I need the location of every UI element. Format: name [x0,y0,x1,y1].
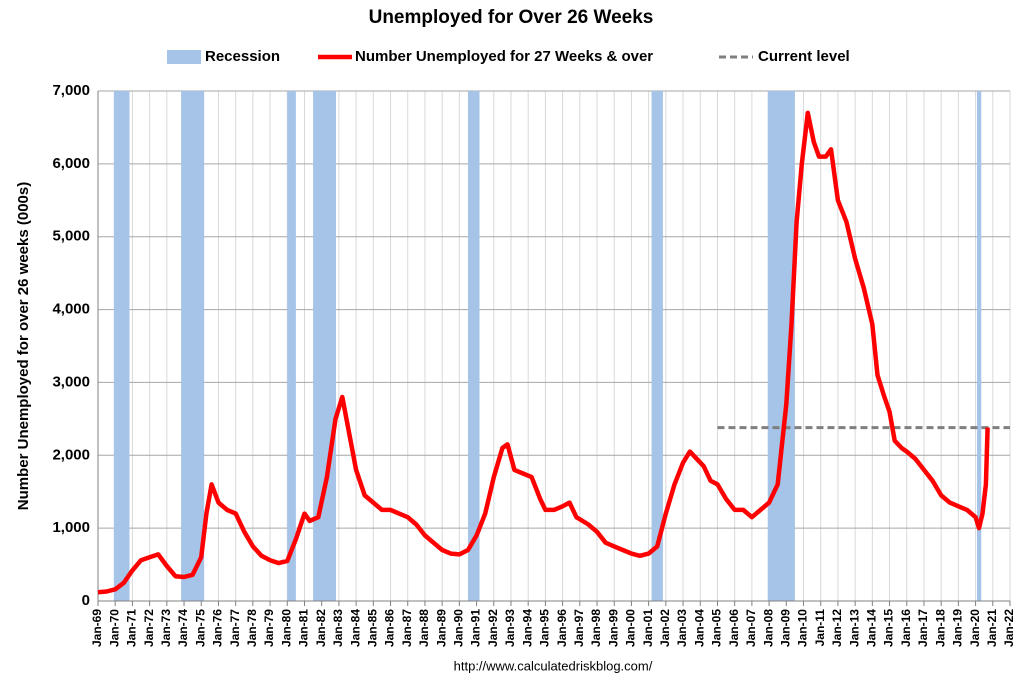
recession-band [181,91,205,601]
x-tick-label: Jan-76 [211,609,225,647]
recession-band [651,91,663,601]
x-tick-label: Jan-81 [297,609,311,647]
x-tick-label: Jan-05 [710,609,724,647]
recession-band [976,91,982,601]
y-tick-label: 5,000 [52,228,90,245]
y-tick-label: 4,000 [52,301,90,318]
x-tick-label: Jan-21 [985,609,999,647]
x-tick-label: Jan-92 [486,609,500,647]
x-tick-label: Jan-11 [813,609,827,647]
x-tick-label: Jan-09 [778,609,792,647]
x-tick-label: Jan-17 [916,609,930,647]
source: http://www.calculatedriskblog.com/ [454,658,653,673]
x-tick-label: Jan-95 [538,609,552,647]
x-tick-label: Jan-90 [452,609,466,647]
x-tick-label: Jan-84 [348,609,362,647]
x-tick-label: Jan-89 [434,609,448,647]
x-tick-label: Jan-97 [572,609,586,647]
y-tick-label: 6,000 [52,155,90,172]
x-tick-label: Jan-69 [90,609,104,647]
x-tick-label: Jan-02 [658,609,672,647]
x-tick-label: Jan-06 [727,609,741,647]
x-tick-label: Jan-13 [847,609,861,647]
legend-label: Current level [758,48,850,65]
x-tick-label: Jan-96 [555,609,569,647]
x-tick-label: Jan-80 [279,609,293,647]
x-tick-label: Jan-85 [365,609,379,647]
x-tick-label: Jan-08 [761,609,775,647]
x-tick-label: Jan-12 [830,609,844,647]
x-tick-label: Jan-01 [641,609,655,647]
x-tick-label: Jan-91 [469,609,483,647]
x-tick-label: Jan-82 [314,609,328,647]
y-tick-label: 0 [82,592,90,609]
legend-swatch [167,50,201,64]
x-tick-label: Jan-88 [417,609,431,647]
x-tick-label: Jan-94 [520,609,534,647]
x-tick-label: Jan-14 [865,609,879,647]
recession-band [313,91,336,601]
x-tick-label: Jan-20 [968,609,982,647]
x-tick-label: Jan-93 [503,609,517,647]
x-tick-label: Jan-71 [125,609,139,647]
series-line [97,110,990,595]
x-tick-label: Jan-86 [383,609,397,647]
x-tick-label: Jan-77 [228,609,242,647]
legend-label: Recession [205,48,280,65]
x-tick-label: Jan-10 [796,609,810,647]
x-tick-label: Jan-99 [606,609,620,647]
x-tick-label: Jan-87 [400,609,414,647]
recession-band [113,91,130,601]
y-tick-label: 1,000 [52,519,90,536]
legend-label: Number Unemployed for 27 Weeks & over [355,48,653,65]
x-tick-label: Jan-00 [624,609,638,647]
x-tick-label: Jan-83 [331,609,345,647]
x-tick-label: Jan-07 [744,609,758,647]
x-tick-label: Jan-79 [262,609,276,647]
y-tick-label: 3,000 [52,373,90,390]
x-tick-label: Jan-22 [1002,609,1016,647]
x-tick-label: Jan-75 [193,609,207,647]
x-tick-label: Jan-70 [107,609,121,647]
x-tick-label: Jan-19 [951,609,965,647]
x-tick-label: Jan-15 [882,609,896,647]
x-tick-label: Jan-78 [245,609,259,647]
recession-band [287,91,296,601]
y-tick-label: 7,000 [52,82,90,99]
x-tick-label: Jan-16 [899,609,913,647]
x-tick-label: Jan-98 [589,609,603,647]
y-axis-label: Number Unemployed for over 26 weeks (000… [15,182,32,510]
x-tick-label: Jan-74 [176,609,190,647]
y-tick-label: 2,000 [52,446,90,463]
x-tick-label: Jan-18 [933,609,947,647]
recession-band [467,91,480,601]
x-tick-label: Jan-73 [159,609,173,647]
chart-title: Unemployed for Over 26 Weeks [369,7,654,28]
x-tick-label: Jan-72 [142,609,156,647]
x-tick-label: Jan-04 [692,609,706,647]
x-tick-label: Jan-03 [675,609,689,647]
